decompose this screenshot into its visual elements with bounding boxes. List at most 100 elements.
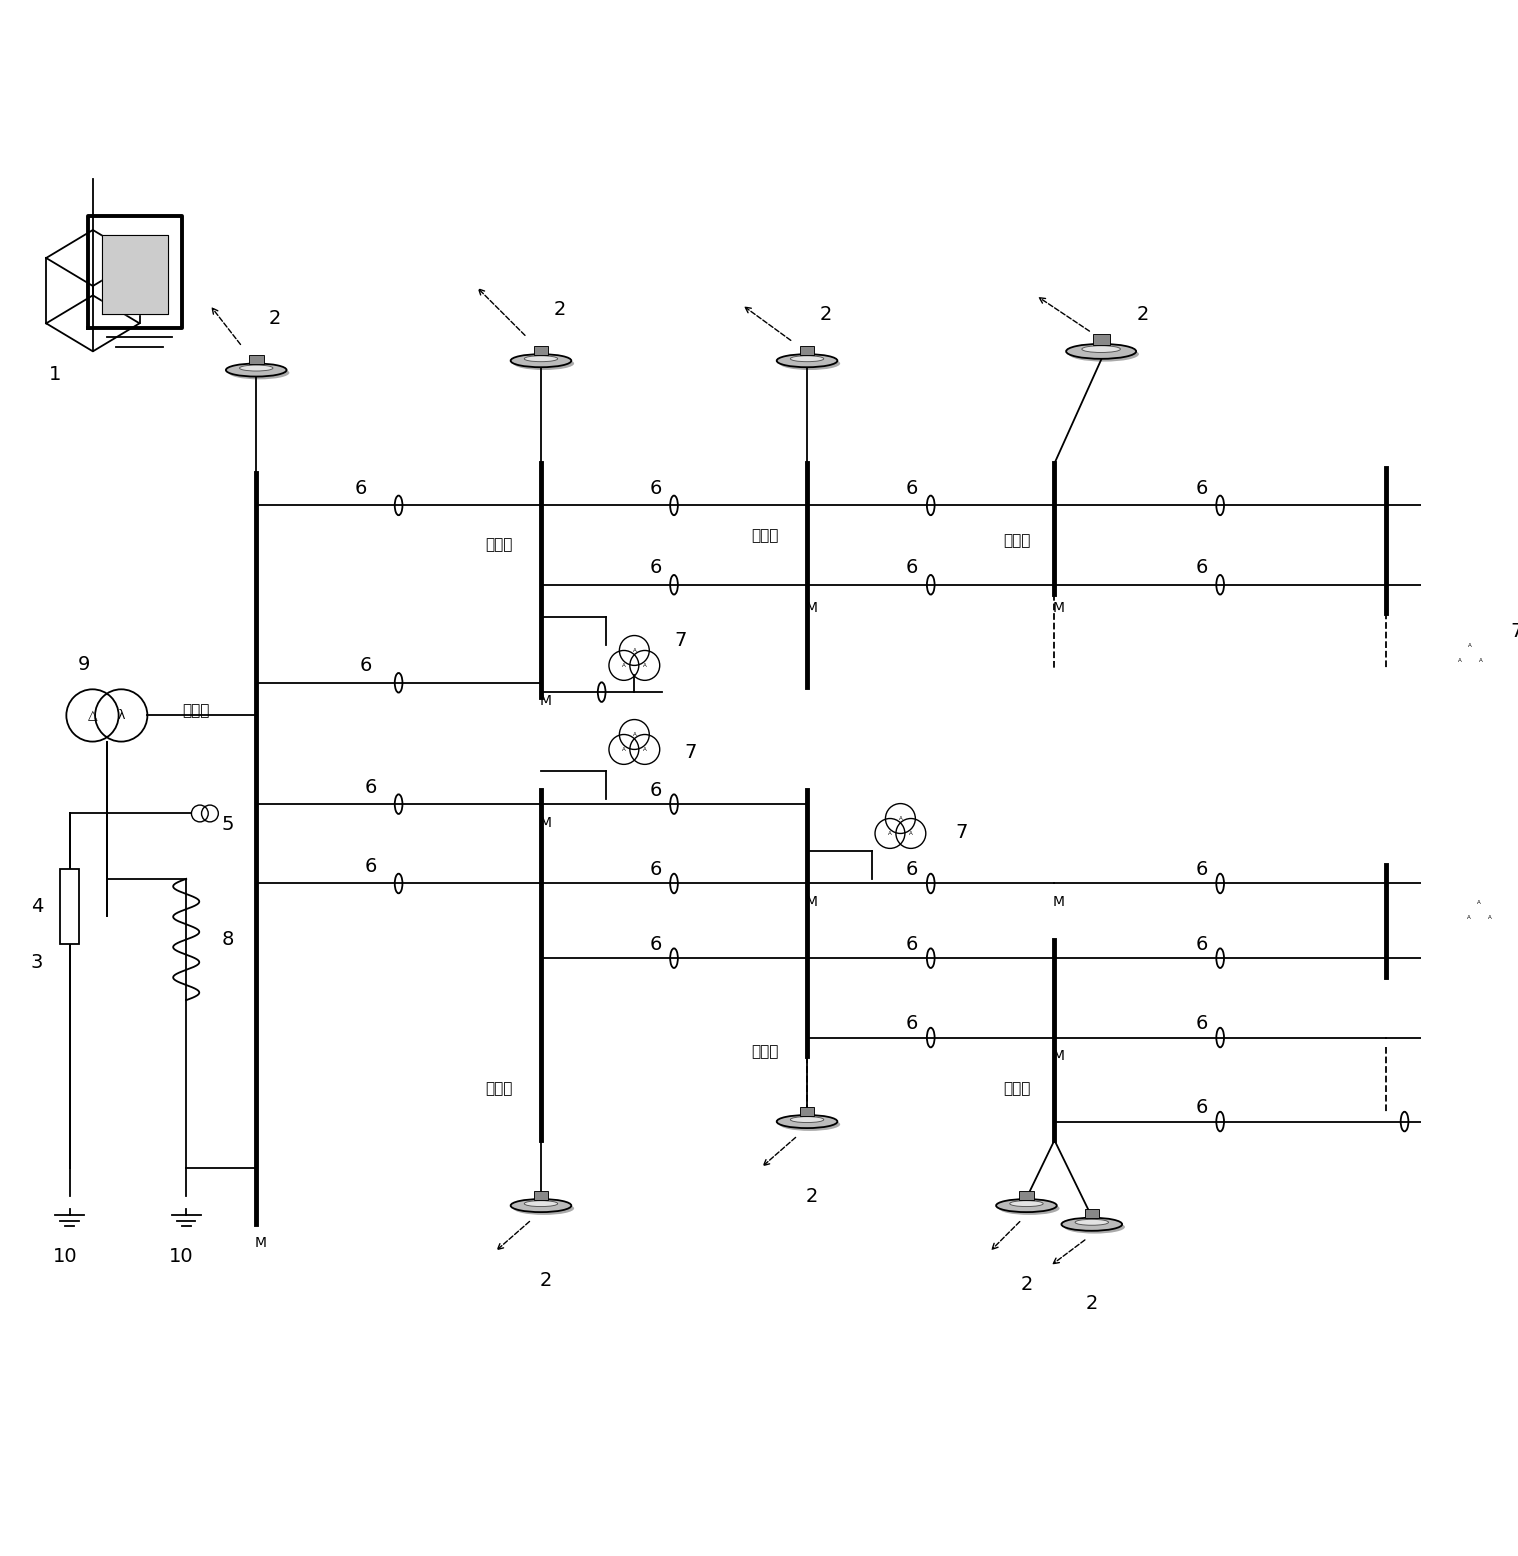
Text: 9: 9	[77, 655, 90, 674]
Text: 6: 6	[1195, 479, 1208, 498]
FancyBboxPatch shape	[534, 345, 548, 355]
Text: 4: 4	[30, 898, 43, 916]
Ellipse shape	[524, 356, 557, 361]
Ellipse shape	[780, 356, 839, 370]
Ellipse shape	[780, 1117, 839, 1131]
Text: A: A	[1479, 658, 1482, 663]
Text: 开闭所: 开闭所	[751, 1044, 779, 1060]
Text: 6: 6	[650, 781, 662, 800]
Text: 6: 6	[1195, 1015, 1208, 1033]
Text: 6: 6	[650, 860, 662, 879]
Text: A: A	[1477, 899, 1482, 906]
Ellipse shape	[229, 366, 290, 380]
Text: 6: 6	[1195, 935, 1208, 954]
Polygon shape	[88, 216, 182, 328]
FancyBboxPatch shape	[249, 355, 264, 364]
Text: M: M	[539, 815, 551, 829]
Text: 3: 3	[30, 954, 43, 972]
Text: 1: 1	[49, 366, 62, 384]
Text: A: A	[1488, 915, 1492, 920]
Text: A: A	[909, 831, 912, 836]
Ellipse shape	[240, 366, 273, 370]
Ellipse shape	[1069, 347, 1138, 361]
Text: 6: 6	[906, 860, 918, 879]
Text: M: M	[255, 1235, 267, 1249]
Text: M: M	[1053, 601, 1066, 615]
Text: A: A	[1468, 643, 1472, 649]
Text: 6: 6	[906, 559, 918, 577]
Ellipse shape	[791, 1117, 824, 1122]
FancyBboxPatch shape	[61, 870, 79, 944]
Ellipse shape	[1075, 1220, 1108, 1225]
Text: 2: 2	[1020, 1276, 1032, 1295]
Text: 7: 7	[685, 744, 697, 762]
Text: 开闭所: 开闭所	[751, 527, 779, 543]
Ellipse shape	[1064, 1220, 1125, 1234]
Text: 变电站: 变电站	[182, 703, 209, 719]
Text: λ: λ	[117, 710, 124, 722]
Text: △: △	[88, 710, 97, 722]
Ellipse shape	[513, 1201, 574, 1215]
Text: 开闭所: 开闭所	[486, 537, 513, 552]
Text: 7: 7	[955, 823, 967, 842]
FancyBboxPatch shape	[800, 345, 814, 355]
Text: 6: 6	[906, 479, 918, 498]
FancyBboxPatch shape	[800, 1106, 814, 1116]
Text: 2: 2	[1137, 305, 1149, 324]
Text: 7: 7	[676, 632, 688, 650]
Text: 2: 2	[539, 1271, 553, 1290]
Text: 配电站: 配电站	[1003, 1081, 1031, 1097]
Ellipse shape	[510, 355, 571, 367]
Text: 8: 8	[222, 930, 234, 949]
Text: A: A	[633, 731, 636, 738]
Text: 6: 6	[1195, 1099, 1208, 1117]
Text: 2: 2	[269, 310, 281, 328]
Ellipse shape	[777, 355, 838, 367]
Text: 配电站: 配电站	[1003, 532, 1031, 548]
Text: M: M	[1053, 895, 1066, 909]
Text: 开闭所: 开闭所	[486, 1081, 513, 1097]
Text: 2: 2	[820, 305, 832, 324]
Ellipse shape	[1082, 345, 1120, 353]
Text: 6: 6	[906, 935, 918, 954]
Ellipse shape	[1066, 344, 1135, 359]
FancyBboxPatch shape	[1019, 1190, 1034, 1200]
Ellipse shape	[777, 1116, 838, 1128]
FancyBboxPatch shape	[1084, 1209, 1099, 1218]
Text: 10: 10	[168, 1248, 194, 1267]
Text: 6: 6	[355, 479, 367, 498]
Ellipse shape	[999, 1201, 1060, 1215]
Text: 6: 6	[360, 657, 372, 675]
Text: M: M	[539, 694, 551, 708]
FancyBboxPatch shape	[1093, 335, 1110, 344]
Text: 6: 6	[1195, 860, 1208, 879]
Text: A: A	[1457, 658, 1462, 663]
Ellipse shape	[513, 356, 574, 370]
Text: 5: 5	[222, 815, 234, 834]
Text: M: M	[806, 601, 818, 615]
Ellipse shape	[996, 1200, 1057, 1212]
Polygon shape	[46, 296, 140, 352]
Polygon shape	[46, 230, 140, 286]
Text: A: A	[899, 815, 902, 822]
Text: A: A	[644, 747, 647, 752]
Text: 7: 7	[1510, 622, 1518, 641]
Text: A: A	[888, 831, 893, 836]
Text: 6: 6	[364, 857, 376, 876]
Text: 6: 6	[906, 1015, 918, 1033]
Ellipse shape	[226, 364, 287, 377]
Ellipse shape	[1009, 1201, 1043, 1206]
Text: 6: 6	[650, 559, 662, 577]
Text: 2: 2	[554, 300, 566, 319]
Text: A: A	[633, 647, 636, 654]
Text: A: A	[644, 663, 647, 668]
Text: A: A	[622, 663, 625, 668]
Text: 6: 6	[650, 935, 662, 954]
Ellipse shape	[791, 356, 824, 361]
Ellipse shape	[510, 1200, 571, 1212]
Text: 6: 6	[1195, 559, 1208, 577]
Text: A: A	[622, 747, 625, 752]
Text: A: A	[1466, 915, 1471, 920]
Text: 2: 2	[806, 1187, 818, 1206]
FancyBboxPatch shape	[534, 1190, 548, 1200]
